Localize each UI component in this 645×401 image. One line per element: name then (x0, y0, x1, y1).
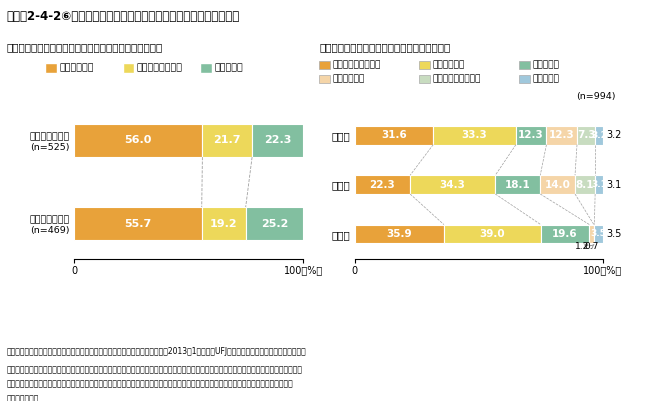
Bar (577, 126, 595, 145)
Text: わからない: わからない (532, 74, 559, 83)
Bar (546, 126, 577, 145)
Text: 3.1: 3.1 (591, 180, 607, 189)
Text: 12.3: 12.3 (549, 130, 575, 140)
Bar (252, 124, 303, 157)
Text: 22.3: 22.3 (370, 180, 395, 190)
Text: 31.6: 31.6 (381, 130, 407, 140)
Bar (495, 175, 541, 194)
Bar (74, 207, 202, 240)
Bar (355, 175, 410, 194)
Bar (595, 126, 603, 145)
Bar (355, 126, 433, 145)
Bar (595, 175, 603, 194)
Text: わからない: わからない (214, 64, 243, 73)
Text: (n=994): (n=994) (577, 92, 616, 101)
Text: 3.5: 3.5 (607, 229, 622, 239)
Bar (203, 124, 252, 157)
Text: 続けたくなかった: 続けたくなかった (137, 64, 183, 73)
Text: 7.3: 7.3 (577, 130, 595, 140)
Text: 3.1: 3.1 (607, 180, 622, 190)
Text: 56.0: 56.0 (124, 136, 152, 146)
Bar (74, 124, 203, 157)
Bar (516, 126, 546, 145)
Bar (410, 175, 495, 194)
Bar (590, 225, 594, 243)
Text: 8.1: 8.1 (576, 180, 594, 190)
Text: 21.7: 21.7 (213, 136, 241, 146)
Bar (595, 225, 603, 243)
Text: 34.3: 34.3 (440, 180, 466, 190)
Text: （注）ここでいう「手助・介護」とは、排泤や入浴等の「身体介助」、施設や遠距離での「介護」に加え、定期的な声かけ（見守り）、食事の: （注）ここでいう「手助・介護」とは、排泤や入浴等の「身体介助」、施設や遠距離での… (6, 365, 303, 374)
Text: 14.0: 14.0 (544, 180, 571, 190)
Text: 39.0: 39.0 (479, 229, 505, 239)
Text: 変わらない: 変わらない (532, 60, 559, 69)
Bar (541, 225, 590, 243)
Text: 55.7: 55.7 (124, 219, 152, 229)
Bar (246, 207, 303, 240)
Text: 3.5: 3.5 (591, 229, 607, 239)
Text: 33.3: 33.3 (462, 130, 488, 140)
Bar (444, 225, 541, 243)
Text: 負担が増した: 負担が増した (432, 60, 464, 69)
Text: 》手助・介護を機に仕事を辞めた時の就業継続の意向》: 》手助・介護を機に仕事を辞めた時の就業継続の意向》 (6, 42, 163, 52)
Text: 支度や掛除、洗濒等の家事、買い物やゴミ出し、通院の送迎や外出の手助け、入退院の手続や金錢の管理等の「手助け」も含むものと: 支度や掛除、洗濒等の家事、買い物やゴミ出し、通院の送迎や外出の手助け、入退院の手… (6, 380, 293, 389)
Text: 18.1: 18.1 (505, 180, 531, 190)
Text: かなり負担が減った: かなり負担が減った (432, 74, 481, 83)
Text: 22.3: 22.3 (264, 136, 292, 146)
Text: 25.2: 25.2 (261, 219, 288, 229)
Text: 非常に負担が増した: 非常に負担が増した (332, 60, 381, 69)
Text: 0.7: 0.7 (585, 242, 599, 251)
Bar (433, 126, 516, 145)
Text: 》手助・介護を機に仕事を辞めてからの変化》: 》手助・介護を機に仕事を辞めてからの変化》 (319, 42, 450, 52)
Text: 負担が減った: 負担が減った (332, 74, 364, 83)
Bar (355, 225, 444, 243)
Text: コラム2-4-2⑥図　介護事由による離職時の就業意向と離職後の変化: コラム2-4-2⑥図 介護事由による離職時の就業意向と離職後の変化 (6, 10, 240, 23)
Text: 資料：厚生労働省委託「仕事と介護の両立に関する労働者アンケート調査」（2013年1月、三菱UFJリサーチ＆コンサルティング（株））: 資料：厚生労働省委託「仕事と介護の両立に関する労働者アンケート調査」（2013年… (6, 347, 306, 356)
Text: 35.9: 35.9 (386, 229, 412, 239)
Text: している。: している。 (6, 395, 39, 401)
Bar (541, 175, 575, 194)
Text: 1.2: 1.2 (575, 242, 589, 251)
Text: 19.2: 19.2 (210, 219, 237, 229)
Text: 3.2: 3.2 (591, 131, 607, 140)
Bar (202, 207, 246, 240)
Bar (575, 175, 595, 194)
Text: 19.6: 19.6 (552, 229, 578, 239)
Text: 3.2: 3.2 (607, 130, 622, 140)
Text: 12.3: 12.3 (519, 130, 544, 140)
Text: 続けたかった: 続けたかった (59, 64, 94, 73)
